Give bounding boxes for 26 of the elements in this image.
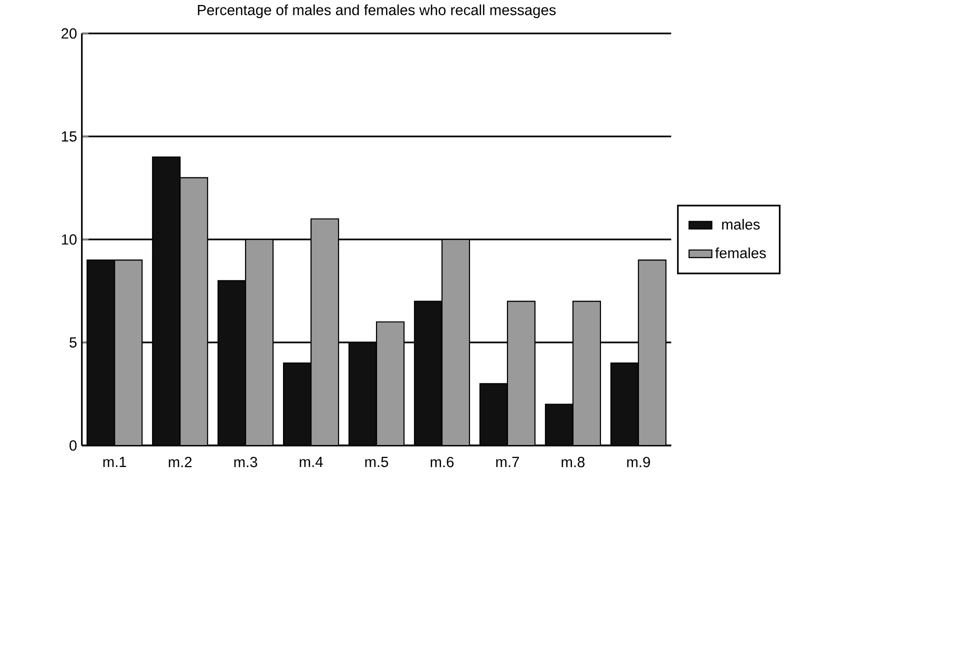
bar <box>152 156 181 446</box>
y-tick-label: 15 <box>62 132 77 142</box>
y-tick-label: 0 <box>70 440 77 451</box>
bar <box>544 404 574 446</box>
x-tick-label: m.7 <box>496 457 519 468</box>
y-tick-label: 10 <box>62 234 77 245</box>
y-tick-label: 5 <box>70 338 77 348</box>
legend-label: females <box>715 248 766 258</box>
bar <box>218 280 246 446</box>
x-tick-label: m.2 <box>168 457 192 468</box>
bar <box>414 300 443 446</box>
y-tick-label: 20 <box>62 28 77 39</box>
x-tick-label: m.3 <box>234 457 258 468</box>
bar <box>283 362 312 446</box>
bar <box>86 260 116 446</box>
bar <box>610 362 639 446</box>
chart-title: Percentage of males and females who recall messages <box>198 4 556 18</box>
x-tick-label: m.5 <box>365 457 388 468</box>
bar <box>348 342 378 446</box>
x-tick-label: m.1 <box>103 457 126 468</box>
x-tick-label: m.6 <box>430 457 454 468</box>
legend-label: males <box>722 219 760 230</box>
x-tick-label: m.8 <box>562 457 585 468</box>
x-tick-label: m.9 <box>627 457 650 468</box>
bar <box>479 383 508 446</box>
x-tick-label: m.4 <box>300 457 323 468</box>
